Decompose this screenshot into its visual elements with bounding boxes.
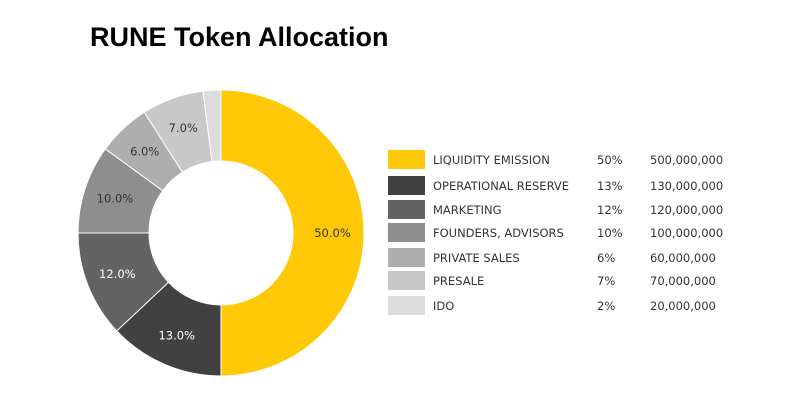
chart-title: RUNE Token Allocation [90,22,389,52]
slice-label-founders-advisors: 10.0% [97,192,134,206]
slice-liquidity-emission [220,89,365,377]
slice-label-marketing: 12.0% [99,267,136,281]
slice-label-presale: 7.0% [169,121,198,135]
slice-label-operational-reserve: 13.0% [158,328,195,342]
slice-label-private-sales: 6.0% [130,145,159,159]
slice-label-liquidity-emission: 50.0% [314,226,351,240]
slice-ido [202,89,222,163]
